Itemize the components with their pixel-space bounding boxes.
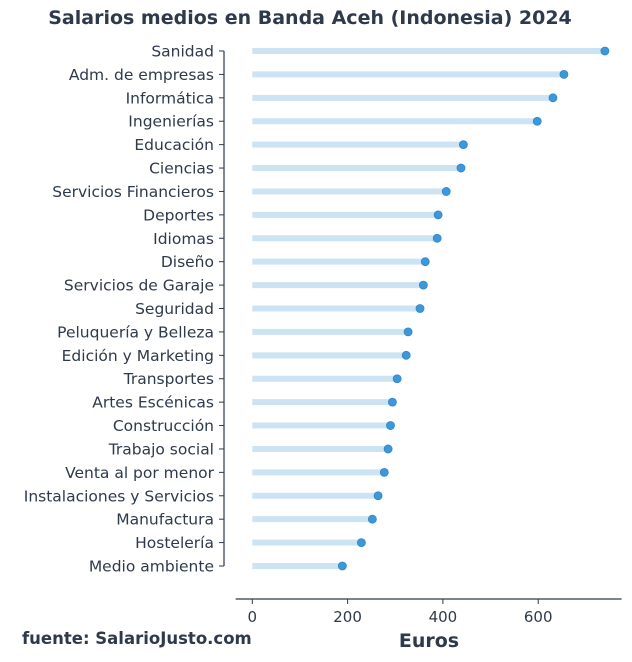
y-tick-label-20: Manufactura [116,511,214,529]
x-tick-label-0: 0 [248,608,258,626]
x-axis: 0 200 400 600 [235,598,622,626]
data-point-13 [401,350,411,360]
y-tick-label-19: Instalaciones y Servicios [24,487,214,505]
y-tick-label-5: Ciencias [149,160,214,178]
y-tick-label-14: Transportes [123,370,214,388]
y-tick-label-0: Sanidad [151,43,214,61]
data-point-16 [386,421,395,430]
dots-layer [337,46,610,571]
y-axis: Sanidad Adm. de empresas Informática Ingeni… [24,43,225,576]
data-point-19 [373,491,383,501]
chart-title: Salarios medios en Banda Aceh (Indonesia… [48,7,572,29]
y-tick-label-18: Venta al por menor [65,464,215,482]
data-point-14 [392,374,402,384]
data-point-7 [433,210,443,220]
y-tick-label-4: Educación [134,136,214,154]
x-tick-label-2: 400 [429,608,458,626]
y-tick-label-10: Servicios de Garaje [64,277,214,295]
y-tick-label-2: Informática [126,89,214,107]
x-axis-label: Euros [399,630,459,652]
y-tick-label-16: Construcción [113,417,214,435]
data-point-2 [548,93,558,103]
data-point-8 [432,233,442,243]
data-point-10 [418,280,428,290]
x-tick-label-1: 200 [333,608,362,626]
data-point-22 [337,561,347,571]
data-point-18 [379,467,389,477]
y-tick-label-9: Diseño [161,253,214,271]
data-point-3 [532,116,542,126]
y-tick-label-13: Edición y Marketing [62,347,214,365]
data-point-21 [357,538,366,547]
y-tick-label-6: Servicios Financieros [52,183,214,201]
data-point-20 [367,514,377,524]
y-tick-label-21: Hostelería [135,534,214,552]
source-credit: fuente: SalarioJusto.com [22,629,252,648]
data-point-1 [559,70,569,79]
y-tick-label-3: Ingenierías [128,113,214,131]
y-tick-label-15: Artes Escénicas [92,394,214,412]
y-tick-label-7: Deportes [143,206,214,224]
y-tick-label-12: Peluquería y Belleza [57,323,214,341]
x-tick-label-3: 600 [524,608,553,626]
data-point-4 [458,140,468,150]
data-point-5 [456,163,466,173]
y-tick-label-17: Trabajo social [108,440,214,458]
data-point-17 [383,444,393,454]
y-tick-label-8: Idiomas [153,230,214,248]
data-point-6 [441,187,451,196]
data-point-11 [415,304,425,313]
data-point-9 [420,257,430,267]
y-tick-label-11: Seguridad [135,300,214,318]
stems-layer [252,48,605,569]
data-point-12 [403,327,413,337]
y-tick-label-22: Medio ambiente [89,558,214,576]
data-point-0 [600,46,610,56]
data-point-15 [387,397,397,407]
y-tick-label-1: Adm. de empresas [69,66,214,84]
